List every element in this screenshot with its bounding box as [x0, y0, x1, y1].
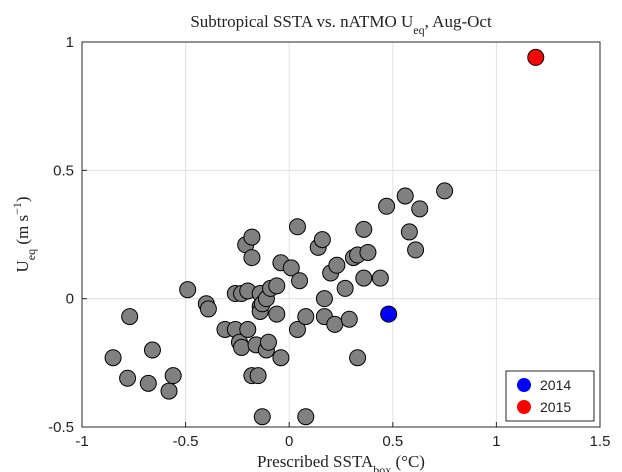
point [249, 367, 267, 385]
point [239, 320, 257, 338]
point [259, 333, 277, 351]
point [355, 269, 373, 287]
axes: -1 -0.5 0 0.5 1 1.5-0.500.51 [48, 34, 610, 450]
y-axis-label-part: (m s [13, 215, 32, 249]
x-axis-label-part: Prescribed SSTA [257, 452, 374, 471]
point [380, 305, 398, 323]
point [396, 187, 414, 205]
point [407, 241, 425, 259]
chart-title: Subtropical SSTA vs. nATMO Ueq, Aug-Oct [190, 12, 492, 37]
plot-area [82, 42, 600, 427]
y-axis-label: Ueq (m s−1) [10, 196, 38, 272]
point [359, 243, 377, 261]
chart-title-part: Subtropical SSTA vs. nATMO U [190, 12, 413, 31]
point [297, 308, 315, 326]
point [268, 277, 286, 295]
y-tick-label: -0.5 [48, 419, 74, 436]
point [199, 300, 217, 318]
y-axis-label-part: −1 [10, 202, 24, 215]
y-tick-label: 1 [66, 34, 74, 51]
point [328, 256, 346, 274]
legend-marker [517, 378, 531, 392]
point [355, 220, 373, 238]
point [291, 272, 309, 290]
point [378, 197, 396, 215]
x-tick-label: 0.5 [382, 433, 403, 450]
point [288, 320, 306, 338]
point [326, 315, 344, 333]
chart-title-part: , Aug-Oct [425, 12, 492, 31]
plot-frame [81, 41, 601, 428]
x-axis-label: Prescribed SSTAbox (°C) [257, 452, 425, 472]
point [179, 281, 197, 299]
point [315, 290, 333, 308]
point [411, 200, 429, 218]
point [104, 349, 122, 367]
point [297, 408, 315, 426]
x-tick-label: 0 [285, 433, 293, 450]
point [371, 269, 389, 287]
point [436, 182, 454, 200]
legend-label: 2015 [540, 399, 571, 415]
point [121, 308, 139, 326]
y-axis-label-part: ) [13, 196, 32, 202]
x-tick-label: -1 [75, 433, 88, 450]
point [340, 310, 358, 328]
x-tick-label: 1.5 [590, 433, 611, 450]
point [143, 341, 161, 359]
point [243, 249, 261, 267]
point [313, 231, 331, 249]
point [233, 338, 251, 356]
point [400, 223, 418, 241]
point [336, 279, 354, 297]
point [253, 408, 271, 426]
legend-label: 2014 [540, 377, 571, 393]
point [272, 349, 290, 367]
point [160, 382, 178, 400]
point [268, 305, 286, 323]
point [139, 374, 157, 392]
chart-title-part: eq [413, 23, 424, 37]
point [282, 259, 300, 277]
point [243, 228, 261, 246]
legend-marker [517, 400, 531, 414]
point [527, 48, 545, 66]
point [119, 369, 137, 387]
x-tick-label: 1 [492, 433, 500, 450]
x-axis-label-part: (°C) [391, 452, 425, 471]
x-axis-label-part: box [373, 463, 391, 472]
point [288, 218, 306, 236]
y-axis-label-part: eq [24, 249, 38, 260]
y-axis-label-part: U [13, 260, 32, 272]
y-tick-label: 0.5 [53, 162, 74, 179]
x-tick-label: -0.5 [173, 433, 199, 450]
y-tick-label: 0 [66, 291, 74, 308]
point [164, 367, 182, 385]
point [349, 349, 367, 367]
